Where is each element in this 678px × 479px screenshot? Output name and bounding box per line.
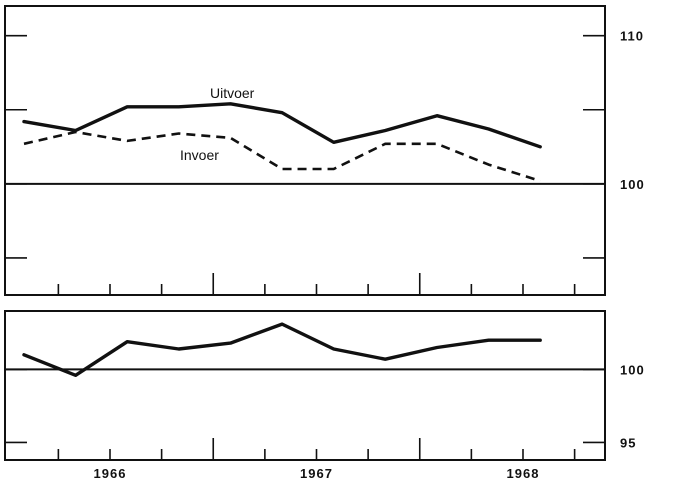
series-line — [22, 322, 542, 377]
x-year-label: 1968 — [507, 466, 540, 479]
series-line-uitvoer — [22, 102, 542, 149]
series-line-invoer — [23, 130, 541, 183]
series-label-uitvoer: Uitvoer — [210, 85, 255, 101]
bottom-panel-frame — [4, 310, 606, 461]
x-axis-year-labels: 1966 1967 1968 — [94, 466, 540, 479]
y-tick-label: 100 — [620, 362, 645, 377]
x-year-label: 1967 — [300, 466, 333, 479]
y-tick-label: 95 — [620, 435, 636, 450]
y-tick-label: 110 — [620, 29, 644, 44]
top-panel: 110 100 Uitvoer Invoer — [4, 5, 645, 296]
top-panel-frame — [4, 5, 606, 296]
bottom-panel: 100 95 — [4, 310, 645, 461]
series-label-invoer: Invoer — [180, 147, 219, 163]
x-year-label: 1966 — [94, 466, 127, 479]
y-tick-label: 100 — [620, 177, 645, 192]
